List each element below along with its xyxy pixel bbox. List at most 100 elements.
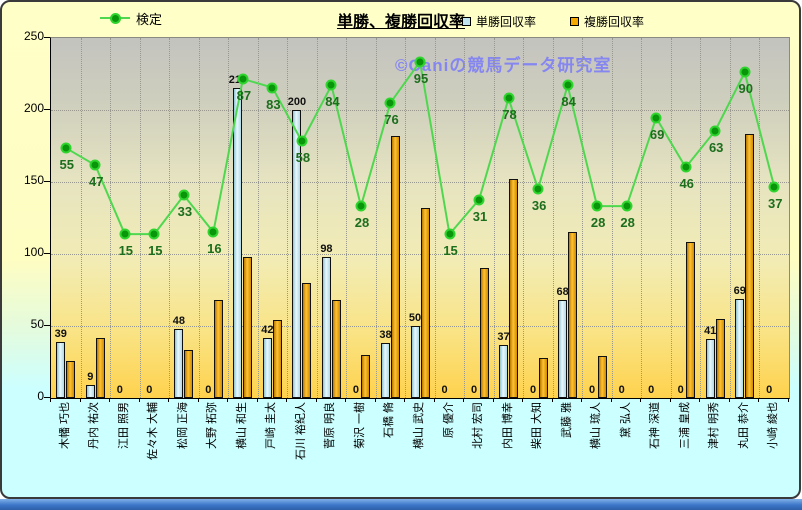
value-label-kentei: 69 [649,126,665,142]
bar-fukusho [243,256,253,398]
bar-fukusho [568,232,578,398]
gridline-v [552,38,554,398]
value-label-tansho: 0 [116,384,123,396]
x-axis-label: 小崎 綾也 [767,401,780,449]
line-point [414,56,426,68]
gridline-v [198,38,200,398]
x-axis-label: 松岡 正海 [176,401,189,449]
x-axis-tick [728,398,730,402]
bar-fukusho [361,354,371,398]
line-point [119,228,131,240]
value-label-tansho: 0 [589,384,596,396]
value-label-kentei: 33 [177,204,193,220]
value-label-tansho: 98 [320,242,333,255]
value-label-kentei: 95 [413,70,429,86]
legend-tansho: 単勝回収率 [462,13,536,30]
bar-fukusho [479,268,489,398]
value-label-kentei: 28 [620,215,635,231]
line-point [473,194,485,206]
value-label-tansho: 48 [172,314,185,327]
value-label-kentei: 58 [295,150,311,166]
bar-fukusho [420,207,430,398]
value-label-kentei: 28 [354,215,370,231]
x-axis-tick [256,398,258,402]
line-marker-icon [100,11,130,25]
x-axis-label: 横山 武史 [413,401,425,449]
line-point [768,181,780,193]
bar-fukusho [302,282,312,398]
x-axis-label: 石神 深道 [649,401,662,449]
gridline-v [759,38,761,398]
bar-fukusho [597,356,607,398]
x-axis-label: 原 優介 [442,401,455,438]
x-axis-label: 横山 和生 [235,401,248,449]
bar-fukusho [66,360,76,398]
value-label-kentei: 15 [443,243,458,259]
plot-area: ©Caniの競馬データ研究室 3990048021542200980385000… [50,37,790,399]
value-label-tansho: 0 [677,384,684,396]
x-axis-tick [79,398,81,402]
gridline-v [257,38,259,398]
gridline-v [670,38,672,398]
x-axis-tick [669,398,671,402]
x-axis-tick [404,398,406,402]
legend-fukusho-label: 複勝回収率 [584,15,645,29]
legend-tansho-label: 単勝回収率 [476,15,537,29]
line-point [650,112,662,124]
value-label-kentei: 47 [89,174,104,190]
line-point [60,142,72,154]
bar-tansho [558,300,568,398]
value-label-tansho: 41 [704,324,717,337]
value-label-tansho: 50 [408,312,422,324]
x-axis-label: 丹内 祐次 [88,401,101,449]
x-axis-label: 北村 宏司 [472,401,485,449]
gridline-v [287,38,289,398]
value-label-tansho: 39 [54,327,67,340]
line-point [325,79,337,91]
x-axis-tick [168,398,170,402]
bar-fukusho [272,320,282,398]
bar-tansho [380,343,390,398]
bar-tansho [735,298,745,398]
x-axis-label: 木幡 巧也 [58,401,71,449]
bar-tansho [174,328,184,398]
bar-fukusho [184,350,194,398]
x-axis-label: 佐々木 大輔 [147,401,160,460]
x-axis-tick [463,398,465,402]
x-axis-label: 横山 琉人 [590,401,603,449]
bar-tansho [410,326,420,398]
bar-fukusho [715,318,725,398]
x-axis-label: 柴田 大知 [531,401,544,449]
x-axis-tick [610,398,612,402]
gridline-v [228,38,230,398]
value-label-kentei: 46 [679,176,694,192]
value-label-tansho: 42 [261,323,274,336]
legend-fukusho: 複勝回収率 [570,13,644,30]
legend-kentei: 検定 [100,9,162,27]
x-axis-label: 江田 照男 [117,401,130,449]
line-point [296,135,308,147]
line-point [680,161,692,173]
x-axis-tick [345,398,347,402]
value-label-kentei: 55 [59,156,74,172]
y-axis-tick [44,253,50,254]
x-axis-label: 黛 弘人 [619,401,632,438]
value-label-kentei: 15 [148,243,163,259]
chart-title: 単勝、複勝回収率 [336,14,465,31]
value-label-kentei: 84 [561,94,576,110]
x-axis-tick [581,398,583,402]
gridline-h [51,326,789,327]
bar-tansho [85,385,95,398]
bar-tansho [233,88,243,398]
gridline-v [375,38,377,398]
gridline-h [51,110,789,111]
x-axis-tick [197,398,199,402]
x-axis-tick [551,398,553,402]
value-label-tansho: 0 [146,384,153,396]
x-axis-tick [227,398,229,402]
gridline-v [434,38,436,398]
value-label-tansho: 0 [618,384,625,396]
x-axis-label: 内田 博幸 [501,401,514,449]
bar-fukusho [745,134,755,398]
